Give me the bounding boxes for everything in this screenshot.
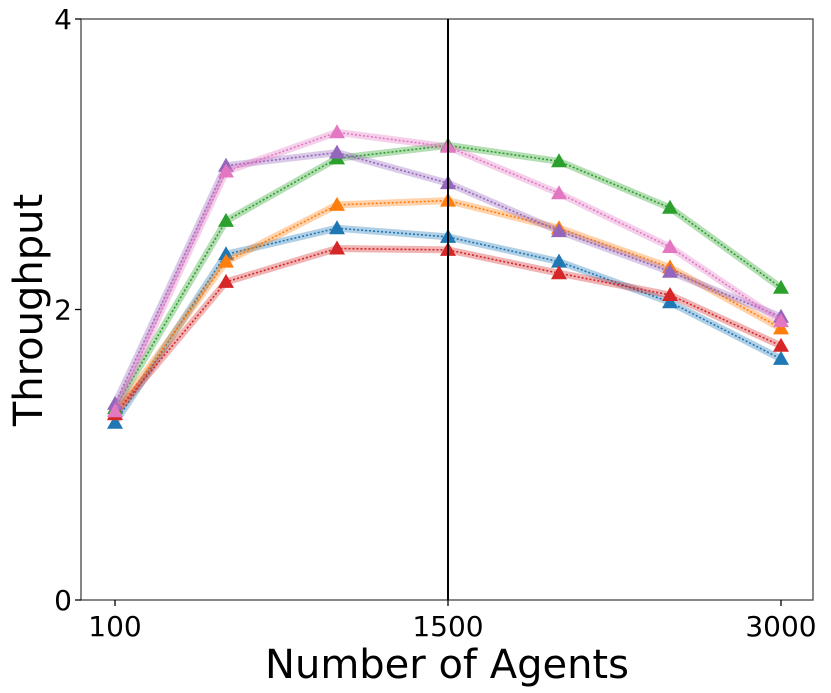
series-5-point-3 [329, 144, 345, 159]
series-4-point-2 [218, 273, 234, 288]
series-1-point-2 [218, 246, 234, 261]
series-2-point-7 [773, 320, 789, 335]
series-6-point-3 [329, 124, 345, 139]
y-tick-label: 2 [54, 294, 72, 327]
series-4-point-6 [662, 287, 678, 301]
series-5-point-6 [662, 263, 678, 278]
series-2-point-3 [329, 196, 345, 211]
y-tick-label: 0 [54, 584, 72, 617]
series-layer [107, 124, 789, 429]
series-1-point-1 [107, 414, 123, 429]
y-axis-title: Throughput [6, 194, 52, 427]
series-1-point-3 [329, 220, 345, 235]
series-3-point-5 [551, 153, 567, 168]
series-6-point-5 [551, 185, 567, 200]
series-4-point-7 [773, 337, 789, 352]
series-6-point-2 [218, 163, 234, 178]
series-4-point-5 [551, 265, 567, 280]
series-3-point-7 [773, 279, 789, 294]
series-6-point-1 [107, 403, 123, 418]
x-axis-title: Number of Agents [265, 642, 629, 688]
series-6-point-6 [662, 239, 678, 253]
x-tick-label: 3000 [745, 610, 816, 643]
y-tick-label: 4 [54, 3, 72, 36]
series-3-point-2 [218, 212, 234, 227]
series-1-point-7 [773, 350, 789, 365]
series-3-point-6 [662, 199, 678, 214]
x-tick-label: 1500 [412, 610, 483, 643]
series-1-point-5 [551, 253, 567, 268]
series-5-point-1 [107, 395, 123, 410]
series-6-point-7 [773, 313, 789, 328]
series-2-point-2 [218, 253, 234, 268]
series-1-point-6 [662, 294, 678, 309]
series-5-point-5 [551, 223, 567, 238]
series-4-point-3 [329, 240, 345, 255]
x-tick-label: 100 [88, 610, 141, 643]
ticks-layer: 100 1500 3000 0 2 4 [54, 3, 816, 643]
